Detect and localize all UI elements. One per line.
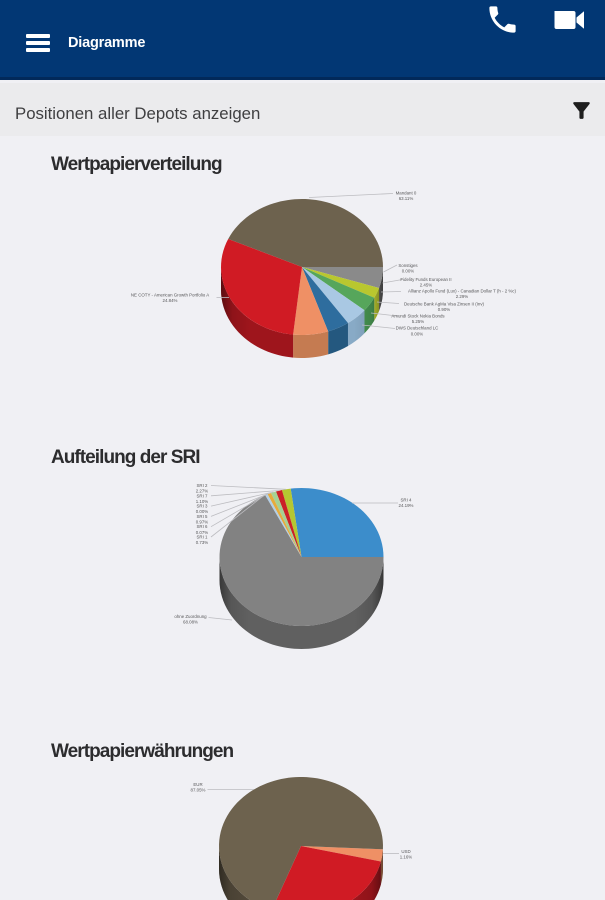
svg-text:0.00%: 0.00% [196, 509, 209, 514]
svg-text:Fidelity Funds European II: Fidelity Funds European II [400, 277, 451, 282]
svg-text:2.45%: 2.45% [420, 283, 433, 288]
svg-text:SRI 5: SRI 5 [197, 514, 209, 519]
svg-text:ohne Zuordnung: ohne Zuordnung [174, 614, 207, 619]
svg-text:0.90%: 0.90% [438, 307, 451, 312]
svg-text:24.19%: 24.19% [399, 503, 414, 508]
svg-text:USD: USD [401, 849, 410, 854]
svg-text:SRI 6: SRI 6 [197, 524, 209, 529]
svg-text:0.07%: 0.07% [196, 530, 209, 535]
svg-text:24.84%: 24.84% [163, 298, 178, 303]
svg-text:SRI 2: SRI 2 [197, 483, 209, 488]
svg-text:2.27%: 2.27% [196, 489, 209, 494]
svg-text:Deutsche Bank AgMa Visa Zinsen: Deutsche Bank AgMa Visa Zinsen II (Inv) [404, 301, 485, 306]
svg-text:Allianz Apollo Fund (Lux) - Ca: Allianz Apollo Fund (Lux) - Canadian Dol… [408, 289, 516, 294]
svg-text:SRI 3: SRI 3 [197, 504, 209, 509]
svg-text:2.29%: 2.29% [456, 294, 469, 299]
svg-text:0.00%: 0.00% [402, 269, 415, 274]
svg-text:SRI 1: SRI 1 [197, 535, 209, 540]
svg-text:63.11%: 63.11% [399, 196, 414, 201]
svg-text:DWS Deutschland LC: DWS Deutschland LC [396, 326, 439, 331]
svg-text:0.97%: 0.97% [196, 520, 209, 525]
svg-text:0.73%: 0.73% [196, 540, 209, 545]
svg-text:68.08%: 68.08% [183, 620, 198, 625]
svg-text:1.10%: 1.10% [196, 499, 209, 504]
svg-text:SRI 4: SRI 4 [401, 498, 413, 503]
svg-text:NE COTY - American Growth Port: NE COTY - American Growth Portfolio A [131, 293, 209, 298]
svg-text:1.16%: 1.16% [400, 855, 413, 860]
svg-text:SRI 7: SRI 7 [197, 493, 209, 498]
svg-text:0.00%: 0.00% [411, 331, 424, 336]
svg-text:Mandant 0: Mandant 0 [396, 191, 417, 196]
svg-text:Sonstiges: Sonstiges [398, 263, 418, 268]
svg-text:Amundi Stock Nokia Bonds: Amundi Stock Nokia Bonds [391, 314, 445, 319]
svg-text:EUR: EUR [193, 782, 202, 787]
svg-text:87.05%: 87.05% [191, 788, 206, 793]
svg-text:5.25%: 5.25% [412, 319, 425, 324]
